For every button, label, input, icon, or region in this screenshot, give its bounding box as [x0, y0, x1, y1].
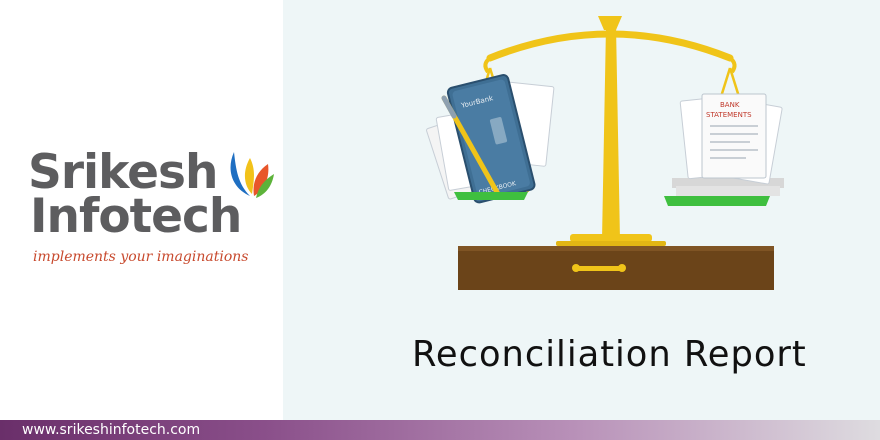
statements-label-2: STATEMENTS — [706, 111, 752, 119]
footer-bar: www.srikeshinfotech.com — [0, 420, 880, 440]
balance-scale-illustration: YourBank CHECKBOOK BANK STATEMENTS — [426, 16, 784, 290]
leaf-icon — [230, 152, 274, 198]
checkbook-group: YourBank CHECKBOOK — [426, 74, 555, 204]
right-panel — [283, 0, 880, 420]
logo-name-line2: Infotech — [30, 189, 242, 244]
bank-statements-group: BANK STATEMENTS — [672, 93, 784, 196]
scale-post — [602, 26, 620, 240]
left-pan — [454, 192, 528, 200]
page-title: Reconciliation Report — [412, 334, 807, 375]
logo-name-line1: Srikesh — [28, 145, 218, 200]
logo-tagline: implements your imaginations — [33, 249, 249, 265]
drawer-handle — [574, 266, 624, 271]
website-link[interactable]: www.srikeshinfotech.com — [22, 422, 201, 438]
company-logo: Srikesh Infotech implements your imagina… — [28, 148, 278, 273]
right-pan — [664, 196, 770, 206]
left-panel: Srikesh Infotech implements your imagina… — [0, 0, 283, 420]
statements-label-1: BANK — [720, 101, 740, 109]
